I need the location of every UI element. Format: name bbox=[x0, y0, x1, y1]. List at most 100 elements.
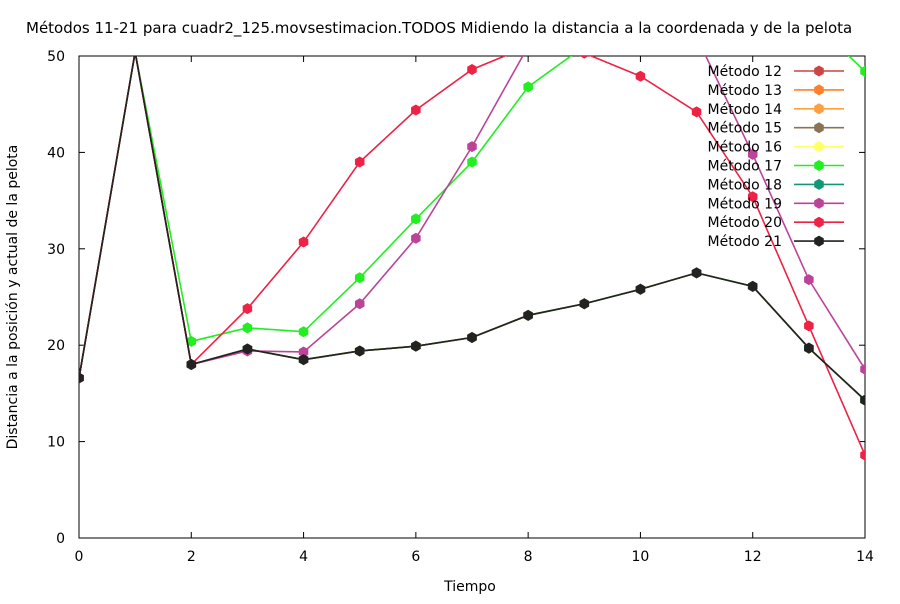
data-point bbox=[354, 345, 365, 357]
series-group bbox=[79, 2, 865, 461]
data-point bbox=[467, 156, 477, 168]
data-point bbox=[747, 148, 758, 160]
data-point bbox=[467, 331, 477, 343]
legend-label: Método 20 bbox=[708, 215, 782, 231]
legend-marker bbox=[814, 84, 824, 96]
legend-label: Método 19 bbox=[708, 196, 782, 212]
legend-entry-metodo-12: Método 12 bbox=[708, 64, 844, 80]
y-tick-label: 50 bbox=[47, 49, 65, 65]
legend-marker bbox=[814, 103, 824, 115]
legend-entry-metodo-18: Método 18 bbox=[708, 177, 844, 193]
legend-marker bbox=[814, 122, 824, 134]
legend-marker bbox=[814, 65, 824, 77]
legend-entry-metodo-20: Método 20 bbox=[708, 215, 844, 231]
data-point bbox=[242, 322, 253, 334]
data-point bbox=[354, 272, 365, 284]
legend-marker bbox=[814, 160, 824, 171]
x-tick-label: 10 bbox=[632, 549, 650, 565]
x-tick-label: 8 bbox=[524, 549, 533, 565]
data-point bbox=[635, 283, 646, 295]
plot-frame bbox=[78, 55, 866, 539]
data-point bbox=[860, 449, 865, 461]
data-point bbox=[411, 232, 421, 244]
data-point bbox=[580, 2, 590, 13]
data-point bbox=[523, 41, 533, 52]
legend-marker bbox=[814, 141, 824, 153]
x-tick-label: 14 bbox=[856, 549, 874, 565]
data-point bbox=[747, 280, 758, 292]
legend: Método 12 Método 13 Método 14 Método 15 Méto… bbox=[708, 64, 844, 250]
data-point bbox=[354, 156, 365, 168]
legend-label: Método 15 bbox=[708, 121, 782, 137]
data-point bbox=[747, 191, 758, 203]
data-point bbox=[635, 70, 646, 82]
legend-label: Método 13 bbox=[708, 83, 782, 99]
x-tick-label: 6 bbox=[411, 549, 420, 565]
data-point bbox=[298, 326, 309, 338]
data-point bbox=[242, 343, 253, 355]
legend-entry-metodo-13: Método 13 bbox=[708, 83, 844, 99]
data-point bbox=[523, 81, 533, 93]
data-point bbox=[580, 41, 590, 52]
legend-marker bbox=[814, 216, 824, 228]
x-axis-label: Tiempo bbox=[443, 579, 496, 595]
legend-label: Método 18 bbox=[708, 177, 782, 193]
x-tick-label: 2 bbox=[187, 549, 196, 565]
data-point bbox=[411, 213, 421, 225]
chart-title: Métodos 11-21 para cuadr2_125.movsestima… bbox=[26, 19, 852, 38]
y-tick-label: 10 bbox=[47, 435, 65, 451]
data-point bbox=[804, 320, 814, 332]
x-tick-label: 12 bbox=[744, 549, 762, 565]
legend-label: Método 14 bbox=[708, 102, 783, 118]
legend-entry-metodo-19: Método 19 bbox=[708, 196, 844, 212]
data-point bbox=[804, 342, 814, 354]
x-tick-label: 0 bbox=[75, 549, 84, 565]
data-point bbox=[411, 104, 421, 116]
legend-label: Método 21 bbox=[708, 234, 782, 250]
y-tick-label: 0 bbox=[56, 531, 65, 547]
data-point bbox=[523, 41, 533, 52]
axes: 0 2 4 6 8 10 12 14 0 10 20 30 40 50 bbox=[47, 49, 874, 565]
y-tick-label: 30 bbox=[47, 242, 65, 258]
data-point bbox=[298, 346, 309, 358]
data-point bbox=[79, 372, 84, 384]
data-point bbox=[579, 298, 590, 310]
y-axis-label: Distancia a la posición y actual de la p… bbox=[5, 145, 21, 450]
legend-label: Método 16 bbox=[708, 140, 783, 156]
y-tick-label: 20 bbox=[47, 338, 65, 354]
legend-entry-metodo-16: Método 16 bbox=[708, 140, 844, 156]
legend-label: Método 12 bbox=[708, 64, 782, 80]
data-point bbox=[354, 298, 365, 310]
data-point bbox=[186, 335, 197, 347]
data-point bbox=[132, 56, 138, 58]
data-point bbox=[691, 106, 702, 118]
legend-marker bbox=[814, 178, 824, 190]
data-point bbox=[804, 274, 814, 286]
legend-entry-metodo-17: Método 17 bbox=[708, 159, 844, 175]
series-metodo-20 bbox=[79, 41, 865, 461]
data-point bbox=[860, 65, 865, 77]
legend-label: Método 17 bbox=[708, 159, 782, 175]
legend-marker bbox=[814, 235, 824, 247]
data-point bbox=[467, 64, 477, 75]
data-point bbox=[186, 358, 197, 370]
data-point bbox=[242, 303, 253, 315]
legend-entry-metodo-15: Método 15 bbox=[708, 121, 844, 137]
data-point bbox=[411, 340, 421, 352]
series-metodo-17 bbox=[79, 41, 865, 384]
legend-marker bbox=[814, 197, 824, 209]
data-point bbox=[467, 141, 477, 153]
data-point bbox=[298, 236, 309, 248]
data-point bbox=[691, 267, 702, 279]
series-metodo-21 bbox=[79, 56, 865, 406]
data-point bbox=[860, 363, 865, 375]
y-tick-label: 40 bbox=[47, 145, 65, 161]
data-point bbox=[579, 56, 589, 59]
data-point bbox=[860, 394, 865, 406]
x-tick-label: 4 bbox=[299, 549, 308, 565]
data-point bbox=[298, 354, 309, 366]
legend-entry-metodo-21: Método 21 bbox=[708, 234, 844, 250]
data-point bbox=[523, 309, 533, 321]
